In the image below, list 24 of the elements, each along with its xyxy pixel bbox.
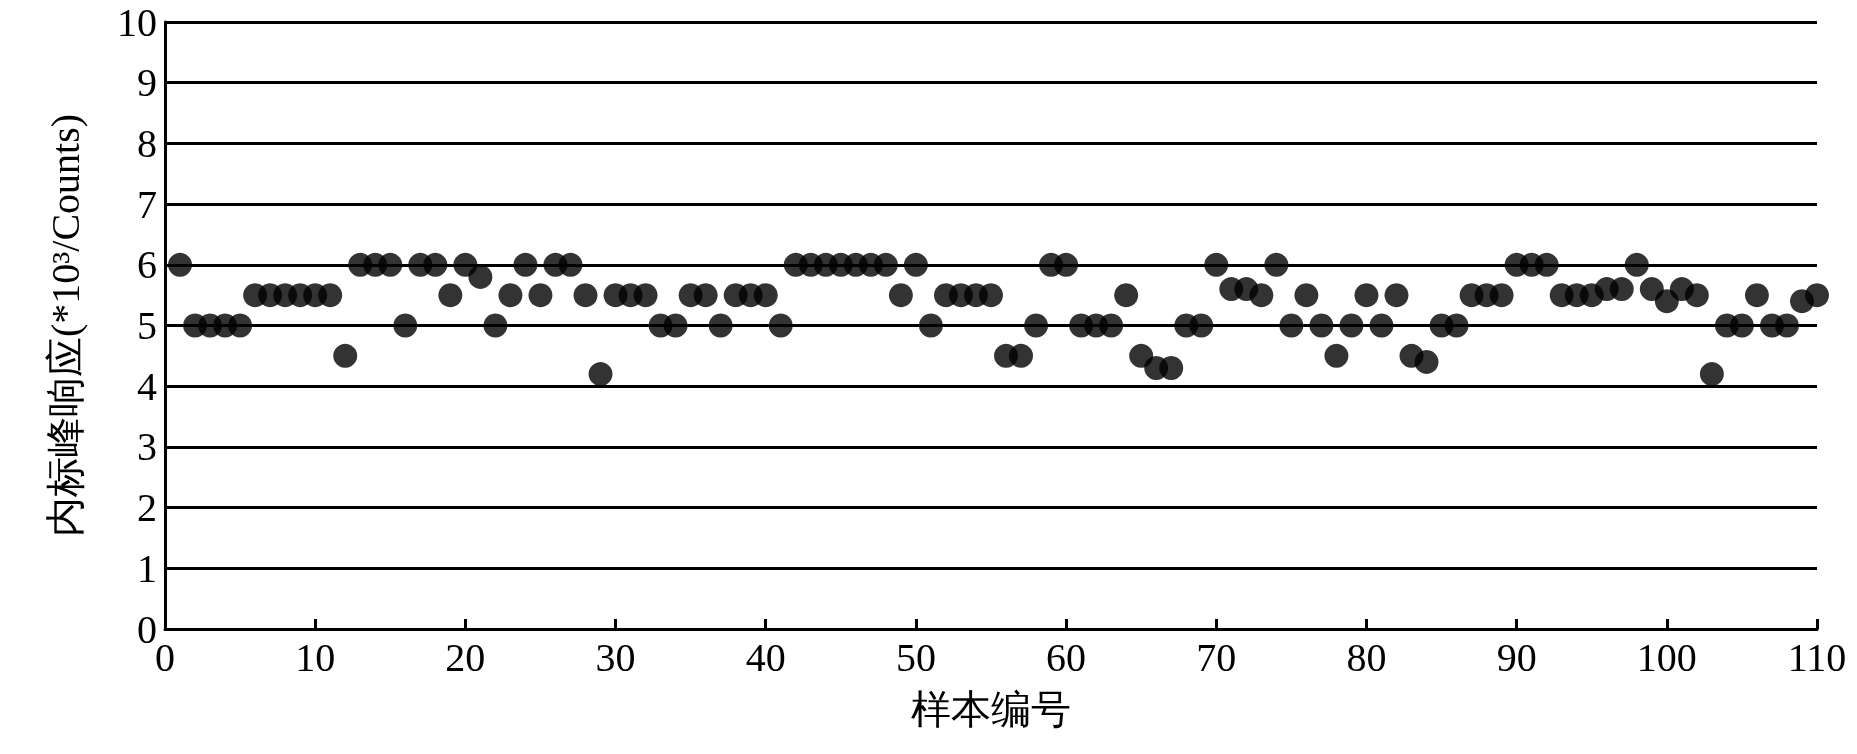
y-tick-label: 4 xyxy=(137,363,157,409)
y-tick-label: 6 xyxy=(137,242,157,288)
y-tick-label: 8 xyxy=(137,120,157,166)
x-tick-label: 110 xyxy=(1787,634,1847,680)
x-tick-label: 20 xyxy=(445,634,486,680)
x-tick-label: 50 xyxy=(895,634,936,680)
x-tick-label: 40 xyxy=(745,634,786,680)
x-tick-label: 100 xyxy=(1636,634,1697,680)
y-tick-label: 10 xyxy=(117,0,157,45)
x-axis-title: 样本编号 xyxy=(911,686,1071,732)
x-tick-label: 60 xyxy=(1046,634,1087,680)
y-tick-label: 3 xyxy=(137,424,157,470)
x-tick-label: 70 xyxy=(1196,634,1237,680)
y-tick-label: 7 xyxy=(137,181,157,227)
x-tick-label: 30 xyxy=(595,634,636,680)
x-tick-label: 80 xyxy=(1346,634,1387,680)
y-tick-label: 2 xyxy=(137,485,157,531)
y-tick-label: 5 xyxy=(137,303,157,348)
y-axis-title: 内标峰响应(*10³/Counts) xyxy=(42,113,88,538)
y-tick-label: 0 xyxy=(137,606,157,652)
y-tick-label: 1 xyxy=(137,545,157,591)
x-tick-label: 10 xyxy=(295,634,336,680)
x-tick-label: 90 xyxy=(1496,634,1537,680)
y-tick-label: 9 xyxy=(137,60,157,106)
